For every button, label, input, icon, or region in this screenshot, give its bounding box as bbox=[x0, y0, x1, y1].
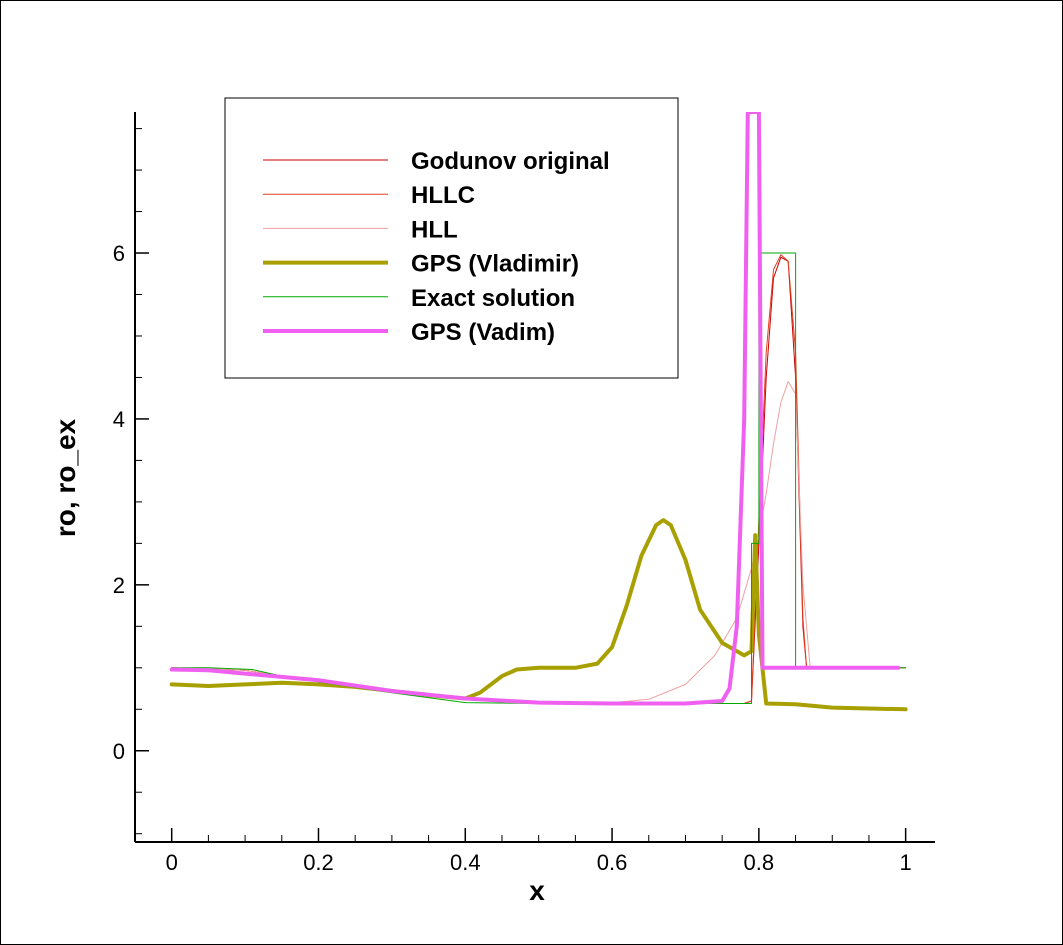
legend-label-5: Exact solution bbox=[411, 285, 575, 312]
x-axis-title: x bbox=[529, 875, 545, 906]
legend-label-1: Godunov original bbox=[411, 148, 610, 175]
legend-label-2: HLLC bbox=[411, 182, 475, 209]
axes: 0 0.2 0.4 0.6 0.8 1 0 2 4 6 bbox=[113, 112, 935, 875]
legend-label-4: GPS (Vladimir) bbox=[411, 251, 579, 278]
legend: Godunov original HLLC HLL GPS (Vladimir) Exa… bbox=[224, 97, 679, 379]
y-axis-title: ro, ro_ex bbox=[50, 418, 81, 537]
x-tick-label: 1 bbox=[900, 850, 912, 875]
y-tick-label: 0 bbox=[113, 739, 125, 764]
legend-label-3: HLL bbox=[411, 216, 458, 243]
x-tick-label: 0.4 bbox=[450, 850, 481, 875]
x-tick-label: 0.8 bbox=[744, 850, 775, 875]
y-tick-label: 4 bbox=[113, 407, 125, 432]
x-tick-label: 0 bbox=[166, 850, 178, 875]
x-tick-label: 0.6 bbox=[597, 850, 628, 875]
y-tick-label: 2 bbox=[113, 573, 125, 598]
series-line-6 bbox=[169, 112, 901, 706]
x-tick-label: 0.2 bbox=[303, 850, 334, 875]
legend-label-6: GPS (Vadim) bbox=[411, 319, 555, 346]
y-tick-label: 6 bbox=[113, 241, 125, 266]
series-layer bbox=[169, 112, 908, 712]
